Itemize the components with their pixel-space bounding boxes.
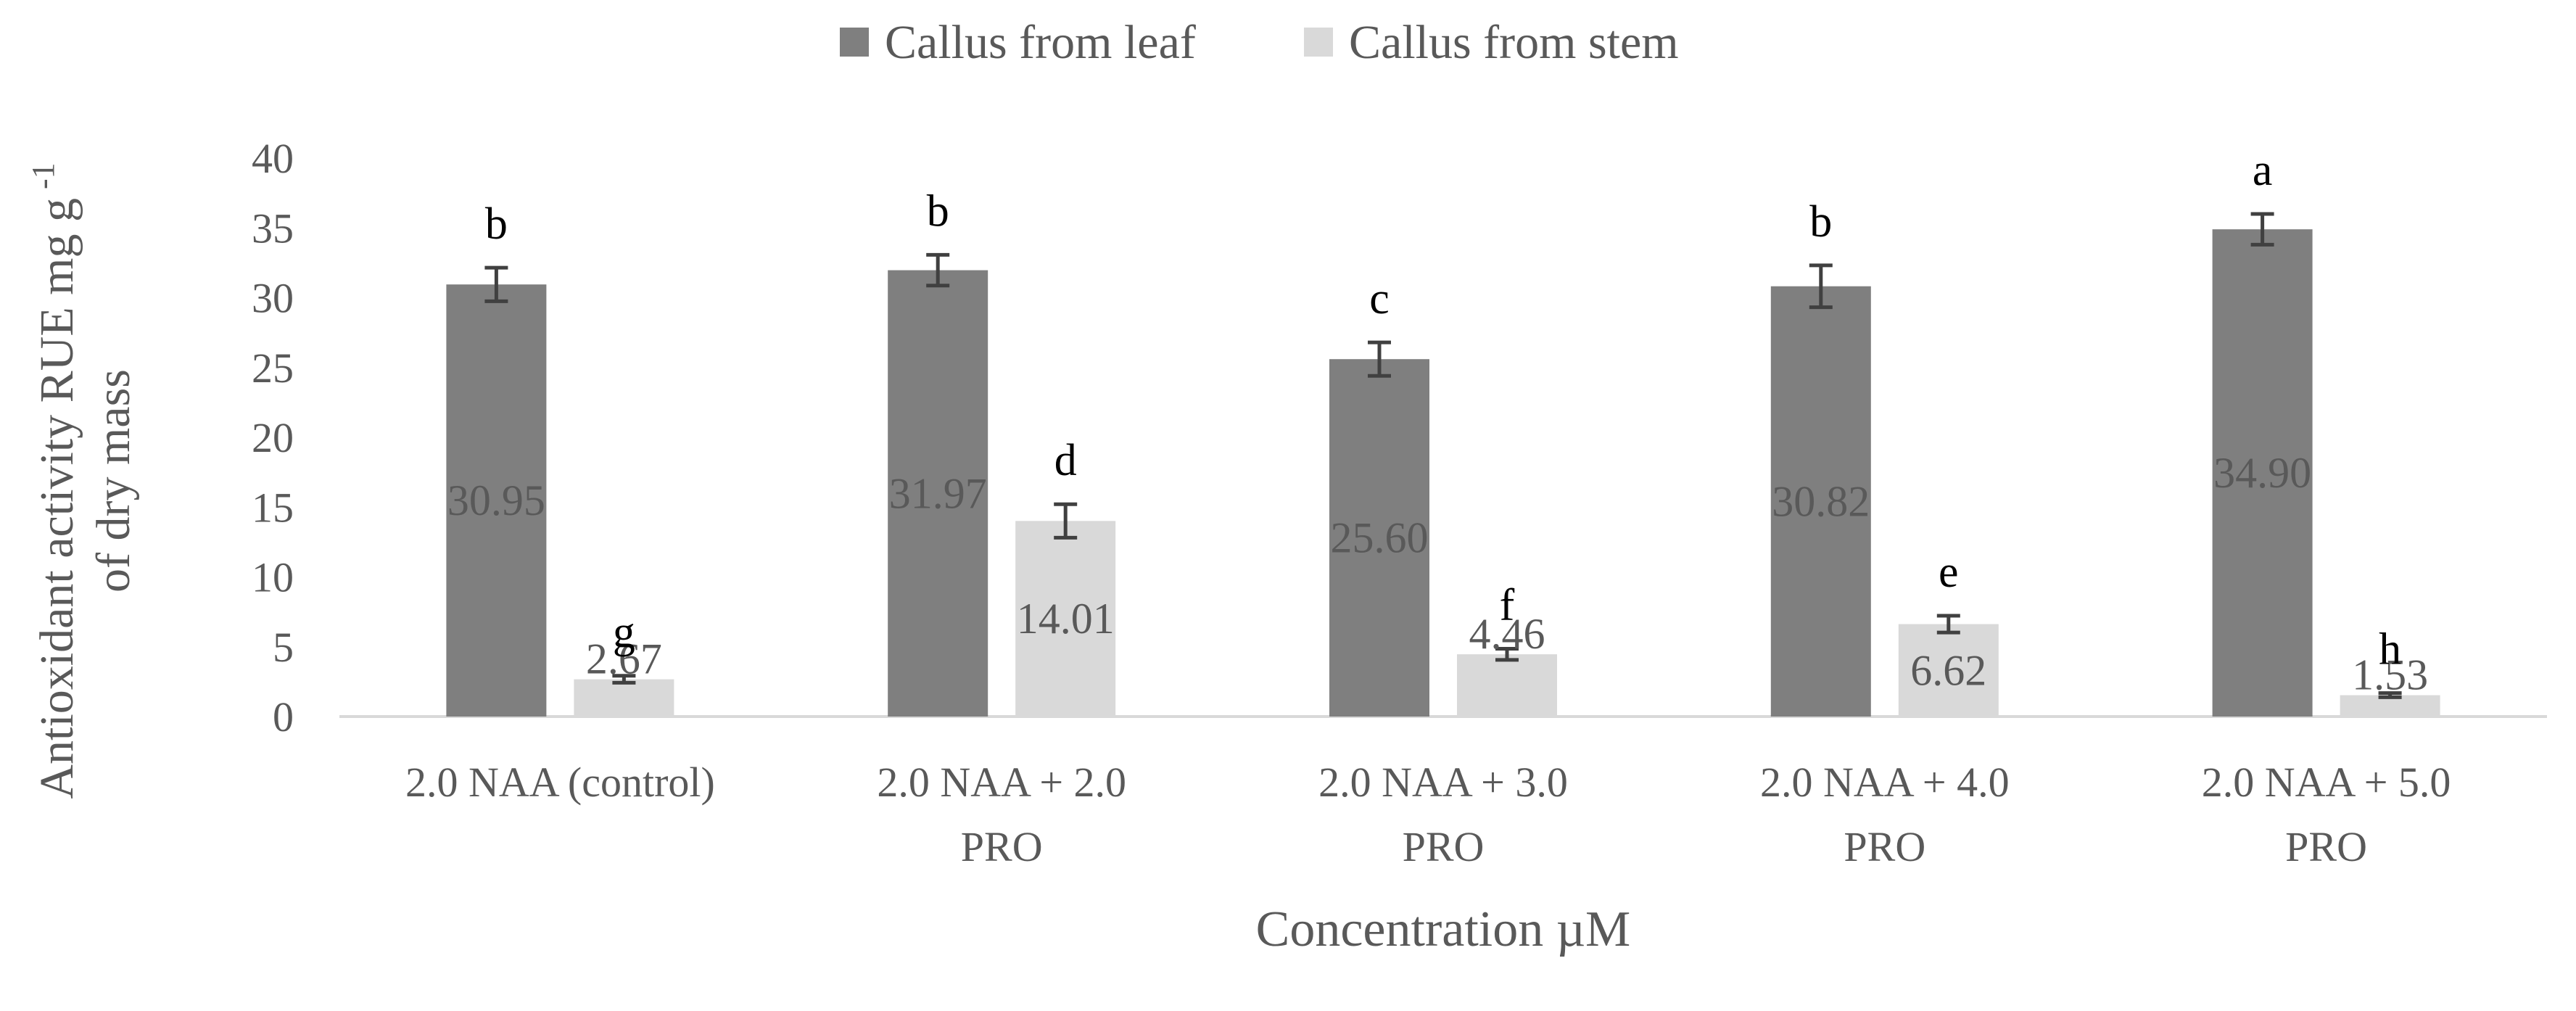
value-label-0-1: 31.97	[889, 469, 987, 517]
x-tick-label-2-0: 2.0 NAA + 3.0	[1318, 759, 1568, 806]
y-axis-title-line-2: of dry mass	[87, 369, 140, 593]
y-tick-label-3: 15	[252, 484, 294, 531]
value-label-0-4: 34.90	[2213, 449, 2311, 497]
legend-swatch-0	[840, 28, 869, 57]
value-label-1-2: 4.46	[1469, 610, 1545, 658]
legend-label-1: Callus from stem	[1349, 16, 1679, 69]
significance-letter-1-4: h	[2379, 625, 2401, 674]
y-axis-title-group: Antioxidant activity RUE mg g -1 of dry ma…	[25, 162, 140, 799]
bar-1-1	[1015, 521, 1116, 717]
y-tick-label-5: 25	[252, 344, 294, 392]
significance-letter-1-1: d	[1054, 436, 1077, 485]
significance-letter-0-2: c	[1369, 274, 1390, 323]
bar-0-2	[1329, 359, 1429, 717]
x-axis-title: Concentration µM	[1256, 901, 1631, 957]
y-tick-label-4: 20	[252, 414, 294, 461]
significance-letter-0-4: a	[2253, 146, 2273, 195]
significance-letter-0-3: b	[1809, 197, 1832, 247]
x-tick-label-4-0: 2.0 NAA + 5.0	[2202, 759, 2451, 806]
significance-letter-0-0: b	[485, 199, 508, 249]
value-label-1-4: 1.53	[2352, 651, 2428, 699]
y-axis-title-superscript: -1	[25, 162, 61, 189]
y-tick-label-0: 0	[273, 693, 294, 740]
y-tick-label-2: 10	[252, 554, 294, 601]
y-tick-label-6: 30	[252, 275, 294, 322]
bar-1-0	[574, 679, 674, 717]
value-label-1-1: 14.01	[1017, 595, 1115, 643]
x-tick-label-1-0: 2.0 NAA + 2.0	[877, 759, 1126, 806]
bar-0-0	[446, 284, 547, 717]
y-axis-title-main: Antioxidant activity RUE mg g	[30, 198, 83, 799]
value-label-0-2: 25.60	[1331, 514, 1429, 562]
legend-swatch-1	[1304, 28, 1333, 57]
bar-0-1	[888, 270, 988, 717]
bar-0-3	[1770, 286, 1871, 717]
value-label-0-0: 30.95	[447, 476, 545, 524]
y-tick-label-8: 40	[252, 135, 294, 182]
value-label-1-3: 6.62	[1910, 646, 1986, 694]
x-tick-label-3-0: 2.0 NAA + 4.0	[1760, 759, 2010, 806]
legend-label-0: Callus from leaf	[885, 16, 1196, 69]
significance-letter-0-1: b	[927, 186, 949, 236]
x-tick-label-4-1: PRO	[2285, 823, 2367, 870]
value-label-1-0: 2.67	[586, 635, 662, 683]
significance-letter-1-3: e	[1939, 548, 1959, 597]
bar-1-3	[1898, 624, 1999, 717]
significance-letter-1-2: f	[1500, 580, 1515, 630]
x-tick-label-0-0: 2.0 NAA (control)	[405, 759, 715, 806]
bar-1-2	[1457, 654, 1557, 717]
y-tick-label-1: 5	[273, 624, 294, 671]
x-tick-label-3-1: PRO	[1844, 823, 1925, 870]
significance-letter-1-0: g	[613, 608, 635, 657]
x-tick-label-1-1: PRO	[961, 823, 1043, 870]
y-axis-title-line-1: Antioxidant activity RUE mg g -1	[25, 162, 83, 799]
y-tick-label-7: 35	[252, 205, 294, 252]
bar-0-4	[2212, 229, 2313, 717]
x-tick-label-2-1: PRO	[1403, 823, 1485, 870]
value-label-0-3: 30.82	[1772, 477, 1870, 525]
